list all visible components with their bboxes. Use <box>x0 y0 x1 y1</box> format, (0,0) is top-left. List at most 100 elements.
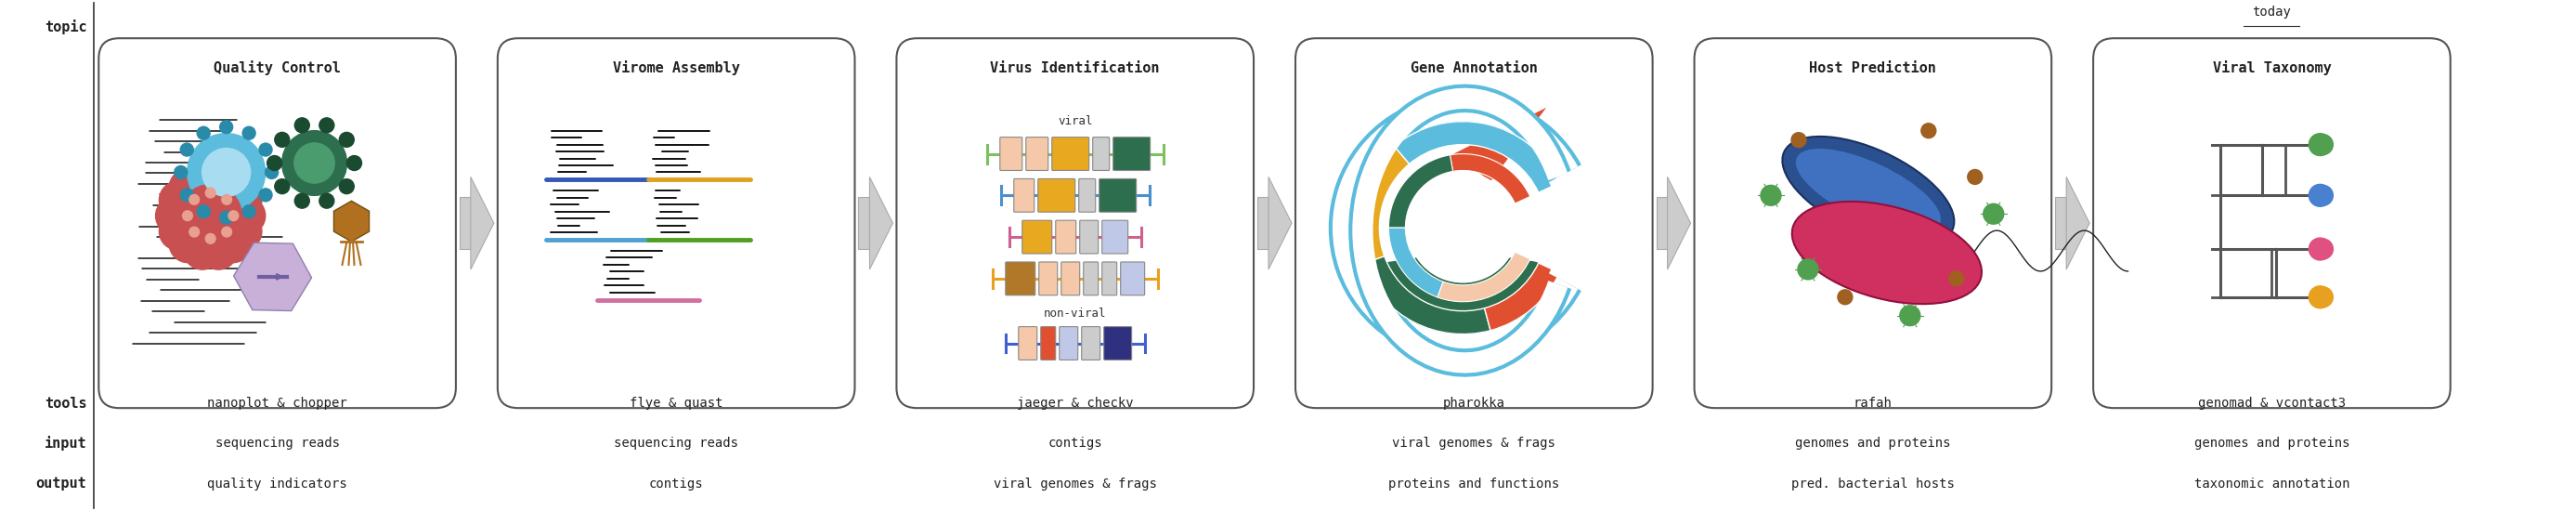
Text: sequencing reads: sequencing reads <box>613 436 739 450</box>
Circle shape <box>2308 238 2331 260</box>
Circle shape <box>188 133 265 211</box>
Circle shape <box>214 169 252 206</box>
Circle shape <box>219 211 232 224</box>
Circle shape <box>160 181 196 219</box>
Polygon shape <box>2066 177 2089 269</box>
Circle shape <box>319 194 335 208</box>
Wedge shape <box>1334 100 1577 355</box>
Circle shape <box>265 166 278 179</box>
Circle shape <box>1984 204 2004 224</box>
Circle shape <box>268 156 281 171</box>
Text: viral: viral <box>1059 115 1092 128</box>
Circle shape <box>219 121 232 133</box>
Circle shape <box>1790 132 1806 147</box>
Bar <box>1656 197 1667 249</box>
Circle shape <box>188 227 198 237</box>
Circle shape <box>160 213 196 250</box>
FancyBboxPatch shape <box>1005 262 1036 295</box>
Polygon shape <box>1355 251 1571 342</box>
Circle shape <box>201 162 237 199</box>
FancyBboxPatch shape <box>1296 38 1654 408</box>
Circle shape <box>196 205 211 218</box>
FancyBboxPatch shape <box>1025 137 1048 171</box>
Circle shape <box>294 194 309 208</box>
FancyBboxPatch shape <box>999 137 1023 171</box>
Circle shape <box>2313 239 2334 259</box>
Circle shape <box>206 188 216 198</box>
Circle shape <box>229 211 240 221</box>
Circle shape <box>170 225 206 263</box>
Text: genomes and proteins: genomes and proteins <box>1795 436 1950 450</box>
Circle shape <box>340 179 353 194</box>
Bar <box>1257 197 1267 249</box>
Circle shape <box>183 162 222 199</box>
FancyBboxPatch shape <box>1015 179 1036 212</box>
Text: Quality Control: Quality Control <box>214 60 340 75</box>
Text: input: input <box>44 436 88 451</box>
Text: genomes and proteins: genomes and proteins <box>2195 436 2349 450</box>
FancyBboxPatch shape <box>1103 220 1128 253</box>
Text: rafah: rafah <box>1855 397 1893 410</box>
Circle shape <box>2313 185 2334 205</box>
Circle shape <box>2308 184 2331 206</box>
Polygon shape <box>1667 177 1690 269</box>
Circle shape <box>214 225 252 263</box>
Circle shape <box>201 148 250 196</box>
Circle shape <box>206 234 216 244</box>
FancyBboxPatch shape <box>1038 179 1074 212</box>
Circle shape <box>319 118 335 133</box>
Circle shape <box>294 118 309 133</box>
Text: Gene Annotation: Gene Annotation <box>1412 61 1538 75</box>
Ellipse shape <box>1795 149 1940 233</box>
Circle shape <box>276 132 289 147</box>
FancyBboxPatch shape <box>1113 137 1151 171</box>
FancyBboxPatch shape <box>896 38 1255 408</box>
Ellipse shape <box>1783 136 1955 245</box>
Circle shape <box>180 184 242 247</box>
Text: tools: tools <box>44 397 88 410</box>
Text: topic: topic <box>44 20 88 35</box>
Text: Viral Taxonomy: Viral Taxonomy <box>2213 60 2331 75</box>
Text: nanoplot & chopper: nanoplot & chopper <box>206 397 348 410</box>
Wedge shape <box>1388 228 1443 297</box>
Circle shape <box>348 156 361 171</box>
Text: output: output <box>36 477 88 491</box>
Circle shape <box>1922 123 1937 138</box>
FancyBboxPatch shape <box>2094 38 2450 408</box>
Circle shape <box>175 166 188 179</box>
Circle shape <box>1409 173 1517 282</box>
FancyBboxPatch shape <box>1038 262 1059 295</box>
FancyBboxPatch shape <box>1079 220 1097 253</box>
Text: pred. bacterial hosts: pred. bacterial hosts <box>1790 477 1955 491</box>
FancyBboxPatch shape <box>1084 262 1097 295</box>
Polygon shape <box>471 177 495 269</box>
Wedge shape <box>1394 122 1558 193</box>
Circle shape <box>1759 185 1780 205</box>
FancyBboxPatch shape <box>1082 327 1100 360</box>
Text: Virus Identification: Virus Identification <box>989 61 1159 75</box>
Circle shape <box>2308 286 2331 308</box>
Text: taxonomic annotation: taxonomic annotation <box>2195 477 2349 491</box>
Circle shape <box>155 197 193 235</box>
Text: flye & quast: flye & quast <box>629 397 724 410</box>
FancyBboxPatch shape <box>1121 262 1144 295</box>
FancyBboxPatch shape <box>98 38 456 408</box>
Text: genomad & vcontact3: genomad & vcontact3 <box>2197 397 2347 410</box>
Circle shape <box>281 131 348 195</box>
Text: sequencing reads: sequencing reads <box>214 436 340 450</box>
Circle shape <box>260 143 273 156</box>
FancyBboxPatch shape <box>1103 262 1118 295</box>
Wedge shape <box>1548 166 1595 290</box>
Circle shape <box>222 227 232 237</box>
FancyBboxPatch shape <box>1695 38 2050 408</box>
Circle shape <box>227 197 265 235</box>
Circle shape <box>1837 290 1852 305</box>
Text: contigs: contigs <box>1048 436 1103 450</box>
Text: non-viral: non-viral <box>1043 308 1108 320</box>
FancyBboxPatch shape <box>1061 262 1079 295</box>
Circle shape <box>2308 133 2331 156</box>
Bar <box>459 197 471 249</box>
Circle shape <box>183 211 193 221</box>
Text: today: today <box>2251 6 2290 19</box>
Polygon shape <box>1453 108 1546 181</box>
